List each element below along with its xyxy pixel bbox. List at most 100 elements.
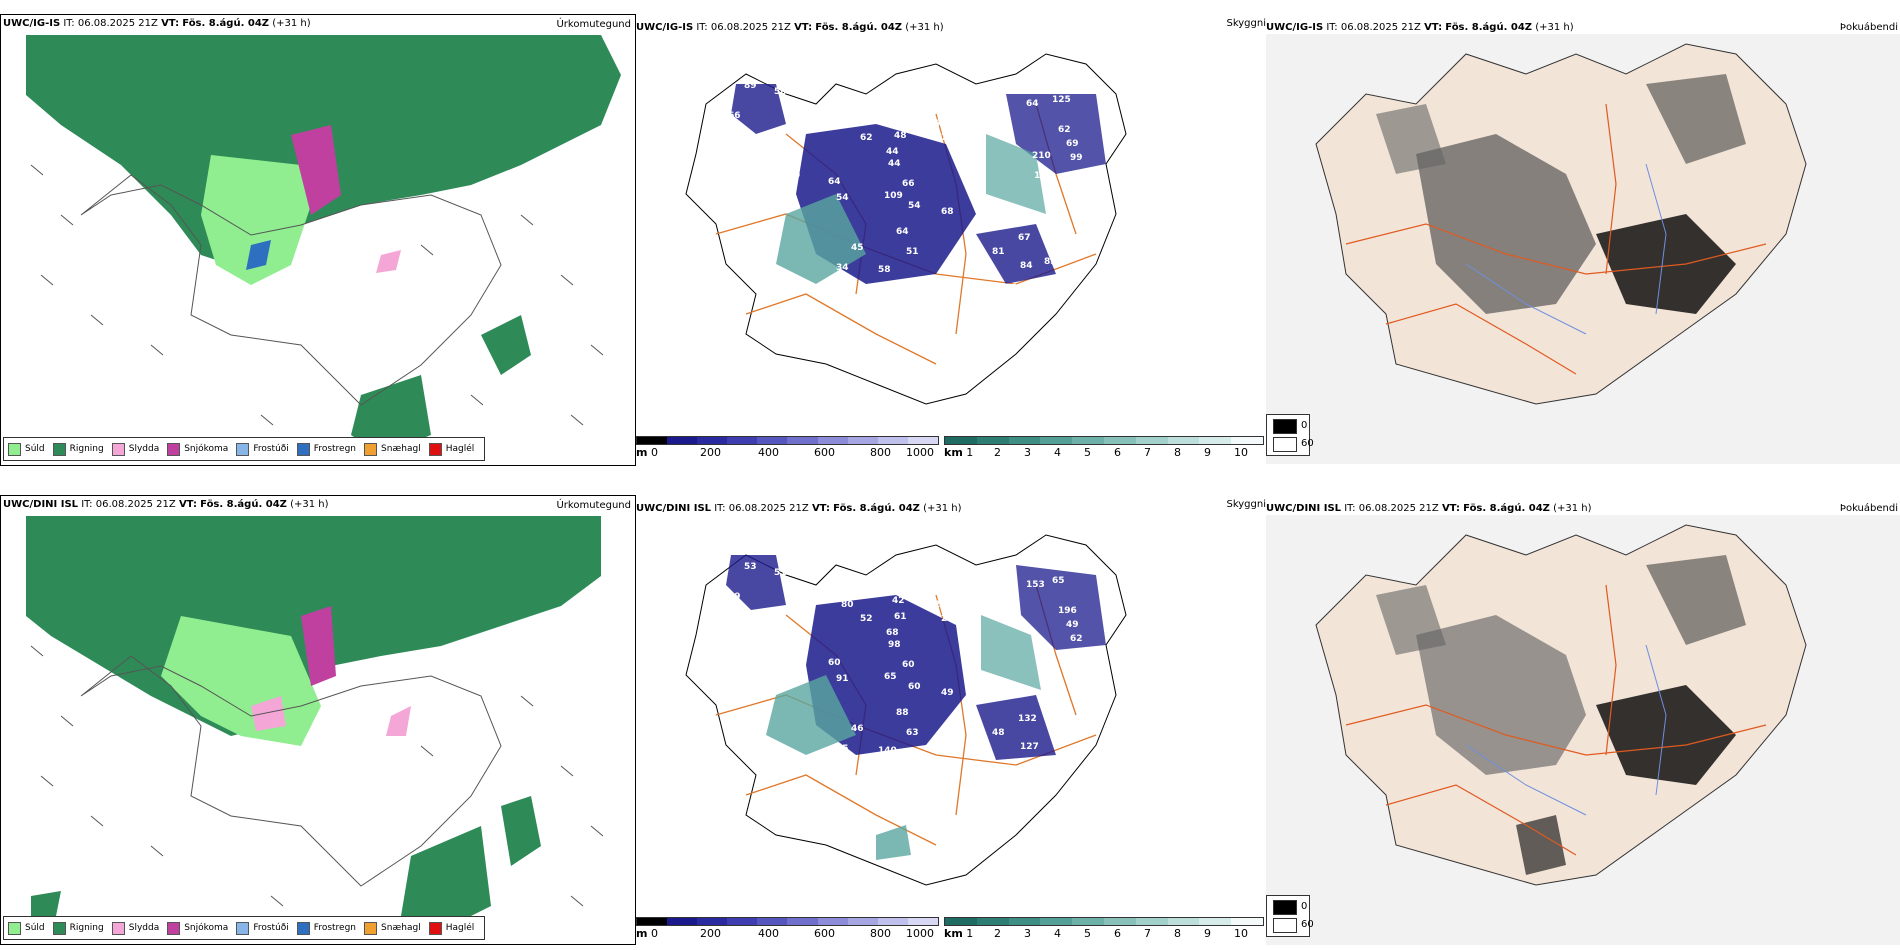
precip-legend: Súld Rigning Slydda Snjókoma Frostúði Fr… [3, 916, 486, 940]
panel-title-fog: Þokuábendi [1839, 503, 1898, 514]
visibility-value-label: 48 [894, 131, 907, 141]
precip-legend: Súld Rigning Slydda Snjókoma Frostúði Fr… [3, 437, 486, 461]
visibility-value-label: 44 [886, 147, 899, 157]
visibility-value-label: 48 [992, 728, 1005, 738]
visibility-value-label: 62 [1058, 125, 1071, 135]
visibility-values-top: 89 58 66 78 62 62 60 49 48 44 44 62 65 74 64 125 62 69 99 3… [728, 81, 1137, 303]
legend-item: Slydda [111, 921, 159, 935]
visibility-value-label: 196 [1058, 606, 1077, 616]
visibility-scale-m: m 0 200 400 600 800 1000 [636, 436, 941, 462]
legend-item: Frostúði [236, 442, 289, 456]
visibility-map-bottom: 53 51 59 84 80 52 53 42 61 68 98 10 220 28 153 65 196 49 6… [685, 534, 1137, 886]
legend-item: Snæhagl [364, 442, 421, 456]
visibility-value-label: 58 [878, 265, 891, 275]
visibility-value-label: 56 [1106, 600, 1119, 610]
visibility-scale-m: m 0 200 400 600 800 1000 [636, 917, 941, 943]
legend-item: Rigning [52, 921, 104, 935]
visibility-value-label: 62 [1070, 634, 1083, 644]
visibility-value-label: 58 [774, 87, 787, 97]
fog-panel-bottom: UWC/DINI ISL IT: 06.08.2025 21Z VT: Fös.… [1266, 495, 1900, 945]
panel-header: UWC/IG-IS IT: 06.08.2025 21Z VT: Fös. 8.… [1266, 22, 1574, 33]
legend-item: Súld [8, 921, 45, 935]
fog-map-top [1266, 34, 1900, 464]
visibility-value-label: 74 [941, 133, 954, 143]
visibility-value-label: 62 [860, 133, 873, 143]
visibility-value-label: 54 [836, 193, 849, 203]
visibility-value-label: 53 [891, 576, 904, 586]
visibility-value-label: 64 [828, 177, 841, 187]
visibility-value-label: 61 [894, 612, 907, 622]
visibility-value-label: 220 [934, 600, 953, 610]
visibility-value-label: 125 [1052, 95, 1071, 105]
visibility-value-label: 84 [1020, 261, 1033, 271]
visibility-value-label: 98 [888, 640, 901, 650]
panel-title-visibility: Skyggni [1226, 499, 1266, 510]
legend-item: Frostregn [296, 442, 356, 456]
visibility-value-label: 60 [828, 658, 841, 668]
visibility-value-label: 46 [851, 724, 864, 734]
visibility-value-label: 45 [851, 243, 864, 253]
panel-title-precip: Úrkomutegund [556, 19, 631, 30]
visibility-value-label: 65 [934, 119, 947, 129]
visibility-value-label: 67 [1018, 233, 1031, 243]
panel-header: UWC/DINI ISL IT: 06.08.2025 21Z VT: Fös.… [3, 499, 329, 510]
visibility-value-label: 68 [886, 628, 899, 638]
visibility-value-label: 174 [1034, 171, 1053, 181]
legend-item: Snjókoma [167, 442, 228, 456]
visibility-value-label: 91 [836, 674, 849, 684]
visibility-value-label: 68 [941, 207, 954, 217]
legend-item: Haglél [428, 921, 474, 935]
precip-map-bottom [26, 516, 604, 936]
panel-title-fog: Þokuábendi [1839, 22, 1898, 33]
visibility-value-label: 127 [1020, 742, 1039, 752]
visibility-value-label: 210 [1032, 151, 1051, 161]
visibility-value-label: 88 [896, 708, 909, 718]
visibility-value-label: 10 [820, 762, 833, 772]
visibility-value-label: 52 [820, 281, 833, 291]
fog-map-bottom [1266, 515, 1900, 945]
visibility-value-label: 60 [902, 660, 915, 670]
visibility-scale-km: km 1 2 3 4 5 6 7 8 9 10 [944, 436, 1266, 462]
visibility-value-label: 109 [884, 191, 903, 201]
visibility-value-label: 88 [1124, 626, 1137, 636]
visibility-value-label: 80 [841, 600, 854, 610]
visibility-value-label: 64 [1026, 99, 1039, 109]
visibility-value-label: 81 [992, 247, 1005, 257]
precip-type-panel-bottom: UWC/DINI ISL IT: 06.08.2025 21Z VT: Fös.… [0, 495, 636, 945]
visibility-value-label: 67 [1124, 145, 1137, 155]
visibility-value-label: 62 [926, 97, 939, 107]
visibility-value-label: 28 [941, 614, 954, 624]
visibility-value-label: 140 [878, 746, 897, 756]
legend-item: Rigning [52, 442, 104, 456]
visibility-value-label: 59 [728, 592, 741, 602]
legend-item: Frostregn [296, 921, 356, 935]
visibility-value-label: 83 [1044, 257, 1057, 267]
visibility-value-label: 42 [892, 596, 905, 606]
visibility-value-label: 52 [860, 614, 873, 624]
legend-item: Súld [8, 442, 45, 456]
visibility-value-label: 75 [836, 744, 849, 754]
visibility-value-label: 51 [906, 247, 919, 257]
visibility-value-label: 78 [796, 117, 809, 127]
panel-header: UWC/DINI ISL IT: 06.08.2025 21Z VT: Fös.… [636, 503, 962, 514]
fog-panel-top: UWC/IG-IS IT: 06.08.2025 21Z VT: Fös. 8.… [1266, 14, 1900, 464]
visibility-value-label: 66 [728, 111, 741, 121]
visibility-value-label: 9 [794, 171, 800, 181]
visibility-value-label: 49 [1066, 620, 1079, 630]
legend-item: Frostúði [236, 921, 289, 935]
visibility-value-label: 10 [926, 578, 939, 588]
visibility-values-bottom: 53 51 59 84 80 52 53 42 61 68 98 10 220 28 153 65 196 49 6… [728, 562, 1137, 774]
legend-item: Snjókoma [167, 921, 228, 935]
visibility-value-label: 44 [888, 159, 901, 169]
panel-header: UWC/IG-IS IT: 06.08.2025 21Z VT: Fös. 8.… [636, 22, 944, 33]
visibility-value-label: 153 [1026, 580, 1045, 590]
visibility-value-label: 51 [774, 568, 787, 578]
visibility-value-label: 65 [884, 672, 897, 682]
panel-header: UWC/DINI ISL IT: 06.08.2025 21Z VT: Fös.… [1266, 503, 1592, 514]
legend-item: Snæhagl [364, 921, 421, 935]
visibility-panel-bottom: 53 51 59 84 80 52 53 42 61 68 98 10 220 28 153 65 196 49 6… [636, 495, 1266, 945]
visibility-value-label: 99 [1070, 153, 1083, 163]
visibility-value-label: 60 [908, 682, 921, 692]
visibility-value-label: 44 [1094, 293, 1107, 303]
visibility-value-label: 132 [1018, 714, 1037, 724]
